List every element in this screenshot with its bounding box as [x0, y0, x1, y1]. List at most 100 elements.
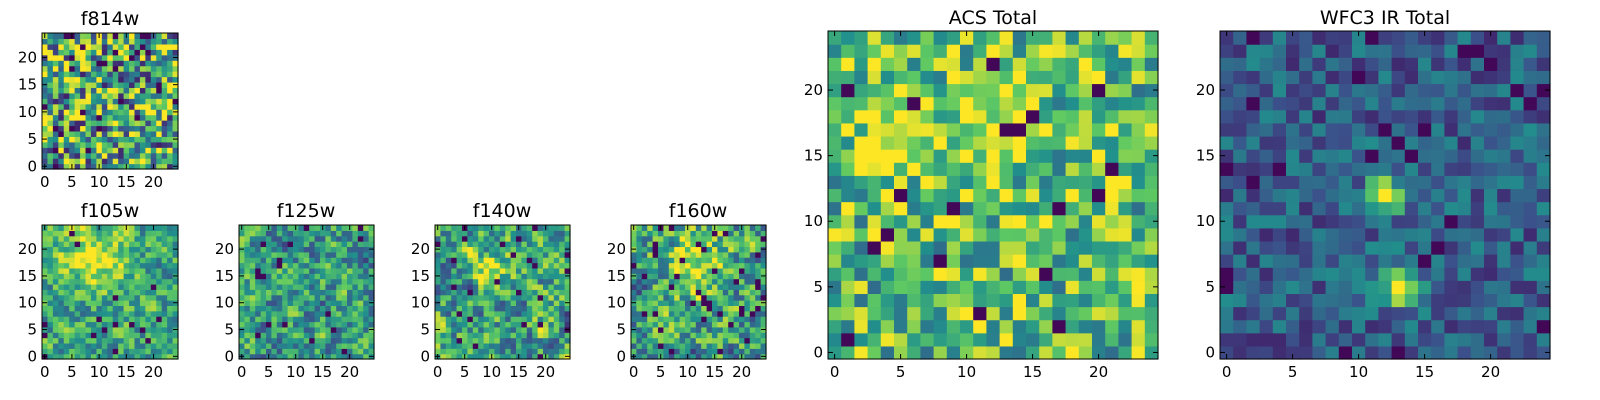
heatmap-cell — [1378, 57, 1393, 71]
heatmap-cell — [145, 246, 152, 253]
heatmap-cell — [1131, 31, 1146, 45]
heatmap-cell — [150, 267, 157, 274]
heatmap-cell — [167, 235, 174, 242]
heatmap-cell — [42, 289, 49, 296]
heatmap-cell — [150, 38, 157, 45]
heatmap-cell — [559, 348, 566, 355]
heatmap-cell — [325, 294, 332, 301]
heatmap-cell — [287, 289, 294, 296]
heatmap-cell — [260, 257, 267, 264]
heatmap-cell — [1092, 293, 1106, 308]
heatmap-cell — [1497, 57, 1511, 71]
heatmap-cell — [1470, 332, 1485, 347]
heatmap-cell — [478, 289, 485, 296]
heatmap-cell — [462, 262, 468, 269]
heatmap-cell — [543, 262, 549, 269]
heatmap-cell — [749, 235, 756, 242]
heatmap-cell — [145, 130, 152, 137]
heatmap-cell — [668, 321, 675, 328]
heatmap-cell — [161, 141, 168, 148]
heatmap-cell — [244, 225, 251, 231]
heatmap-cell — [636, 230, 643, 237]
heatmap-cell — [841, 135, 855, 150]
heatmap-cell — [266, 273, 272, 280]
heatmap-cell — [658, 278, 664, 285]
heatmap-cell — [239, 310, 245, 317]
heatmap-cell — [239, 316, 245, 323]
heatmap-cell — [1352, 83, 1366, 98]
heatmap-cell — [298, 353, 305, 360]
heatmap-cell — [647, 353, 654, 360]
heatmap-cell — [336, 353, 343, 360]
heatmap-cell — [1052, 319, 1067, 334]
heatmap-cell — [973, 175, 987, 190]
heatmap-cell — [1144, 254, 1159, 268]
heatmap-cell — [118, 158, 125, 165]
heatmap-cell — [309, 267, 316, 274]
heatmap-cell — [1012, 254, 1027, 268]
heatmap-cell — [841, 57, 855, 71]
heatmap-cell — [722, 316, 729, 323]
heatmap-cell — [1431, 201, 1445, 216]
heatmap-cell — [90, 251, 97, 258]
heatmap-cell — [749, 294, 756, 301]
heatmap-cells — [42, 33, 179, 170]
heatmap-cell — [999, 280, 1014, 294]
heatmap-cell — [1444, 109, 1459, 124]
heatmap-cell — [521, 342, 528, 349]
heatmap-cell — [167, 225, 174, 231]
heatmap-cell — [118, 230, 125, 237]
heatmap-cell — [494, 310, 501, 317]
panel-title: f160w — [669, 200, 728, 222]
heatmap-cell — [1131, 240, 1146, 255]
heatmap-cell — [690, 230, 697, 237]
heatmap-cell — [880, 227, 895, 242]
heatmap-cell — [293, 283, 299, 290]
heatmap-cell — [134, 262, 141, 269]
heatmap-cell — [85, 92, 92, 99]
heatmap-cell — [532, 348, 539, 355]
heatmap-cell — [139, 54, 146, 61]
heatmap-cell — [1444, 319, 1459, 334]
heatmap-cell — [145, 38, 152, 45]
heatmap-cell — [139, 246, 146, 253]
heatmap-cell — [58, 54, 65, 61]
heatmap-cell — [325, 300, 332, 306]
heatmap-cell — [1431, 240, 1445, 255]
heatmap-cell — [451, 246, 458, 253]
heatmap-cell — [260, 305, 267, 312]
heatmap-cell — [1299, 267, 1313, 281]
heatmap-cell — [472, 305, 479, 312]
heatmap-cell — [728, 246, 735, 253]
heatmap-cell — [134, 225, 141, 231]
heatmap-cell — [1026, 96, 1040, 111]
heatmap-cell — [749, 316, 756, 323]
heatmap-cell — [139, 65, 146, 72]
heatmap-cell — [440, 316, 447, 323]
heatmap-cell — [1092, 57, 1106, 71]
heatmap-cell — [69, 310, 76, 317]
heatmap-cell — [336, 310, 343, 317]
heatmap-cell — [1131, 267, 1146, 281]
heatmap-cell — [139, 76, 146, 83]
heatmap-cell — [1378, 319, 1393, 334]
heatmap-cell — [516, 348, 522, 355]
heatmap-cell — [733, 262, 740, 269]
heatmap-cell — [129, 92, 136, 99]
heatmap-cell — [841, 175, 855, 190]
heatmap-cell — [636, 294, 643, 301]
heatmap-cell — [543, 246, 549, 253]
heatmap-cell — [80, 141, 87, 148]
heatmap-cell — [706, 267, 713, 274]
heatmap-cell — [156, 152, 163, 159]
heatmap-cell — [854, 293, 869, 308]
heatmap-cell — [107, 54, 114, 61]
heatmap-cell — [309, 230, 316, 237]
heatmap-cell — [172, 310, 179, 317]
heatmap-cell — [52, 267, 59, 274]
heatmap-cell — [249, 241, 256, 248]
heatmap-cell — [894, 109, 908, 124]
heatmap-cell — [1523, 135, 1538, 150]
heatmap-cell — [352, 273, 359, 280]
